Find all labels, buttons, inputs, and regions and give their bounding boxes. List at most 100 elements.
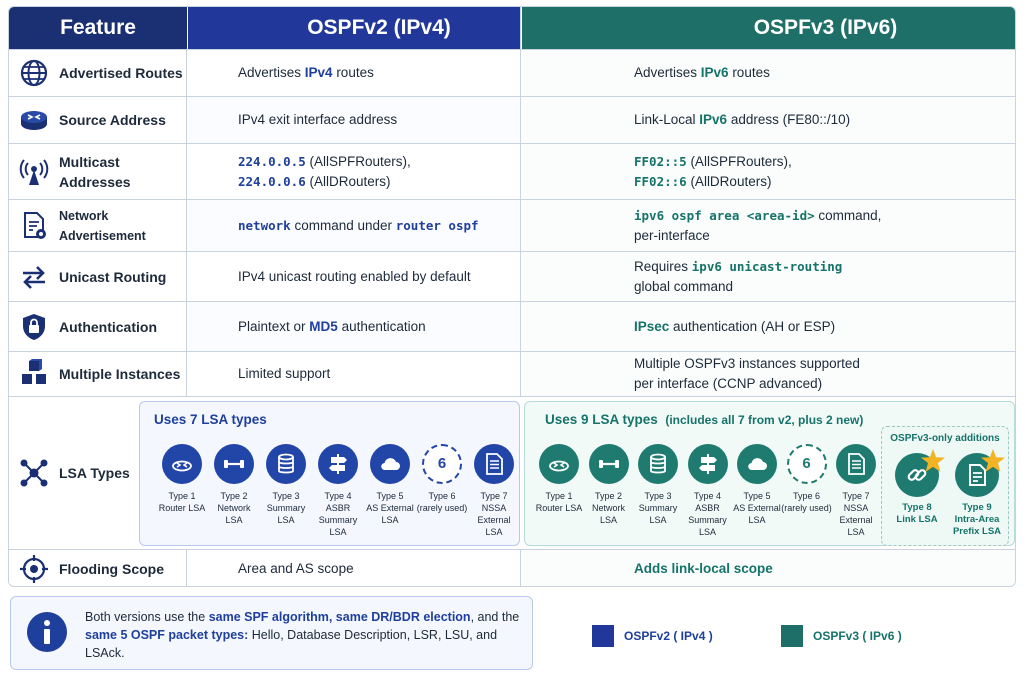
lsa-type-4: Type 4 ASBR Summary LSA bbox=[312, 444, 364, 538]
row-source-address: Source Address IPv4 exit interface addre… bbox=[9, 96, 1015, 143]
v2-value: Limited support bbox=[238, 366, 331, 381]
lsa-type-2: Type 2 Network LSA bbox=[208, 444, 260, 526]
v3-value: Adds link-local scope bbox=[634, 561, 773, 576]
lsa-type-label: Type 3 bbox=[644, 491, 672, 501]
lsa-type-description: Summary LSA bbox=[266, 503, 306, 525]
lsa-type-7: Type 7 NSSA External LSA bbox=[830, 444, 882, 538]
lsa-type-3: Type 3 Summary LSA bbox=[260, 444, 312, 526]
header-feature: Feature bbox=[9, 7, 187, 49]
lsa-type-description: Network LSA bbox=[591, 503, 625, 525]
lsa-type-description: Router LSA bbox=[158, 503, 206, 513]
lsa-v3-panel: Uses 9 LSA types (includes all 7 from v2… bbox=[524, 401, 1015, 546]
row-network-advertisement: Network Advertisement network command un… bbox=[9, 199, 1015, 251]
router-icon bbox=[19, 105, 49, 135]
lsa-type-8: Type 8 Link LSA bbox=[888, 449, 946, 526]
lsa-type-1: Type 1 Router LSA bbox=[156, 444, 208, 514]
lsa-type-description: Summary LSA bbox=[638, 503, 678, 525]
v3-value: FF02::5 (AllSPFRouters), FF02::6 (AllDRo… bbox=[634, 153, 792, 189]
v2-value: IPv4 exit interface address bbox=[238, 112, 398, 127]
info-note: Both versions use the same SPF algorithm… bbox=[10, 596, 533, 670]
network-link-icon bbox=[588, 444, 629, 484]
document-icon bbox=[955, 449, 1005, 497]
lsa-type-description: NSSA External LSA bbox=[477, 503, 511, 537]
v3-value: IPsec authentication (AH or ESP) bbox=[634, 318, 836, 334]
comparison-table: Feature OSPFv2 (IPv4) OSPFv3 (IPv6) Adve… bbox=[8, 6, 1016, 587]
feature-label: Advertised Routes bbox=[59, 65, 183, 81]
router-icon bbox=[162, 444, 202, 484]
database-icon bbox=[266, 444, 306, 484]
feature-label: Authentication bbox=[59, 318, 157, 335]
star-icon bbox=[921, 449, 945, 472]
legend-swatch bbox=[592, 625, 614, 647]
lsa-type-description: (rarely used) bbox=[416, 503, 468, 513]
row-multicast-addresses: Multicast Addresses 224.0.0.5 (AllSPFRou… bbox=[9, 143, 1015, 199]
lsa-type-label: Type 6 bbox=[792, 491, 821, 501]
lsa-type-label: Type 7 bbox=[842, 491, 870, 501]
info-text: Both versions use the same SPF algorithm… bbox=[85, 610, 520, 660]
number-six-icon: 6 bbox=[422, 444, 462, 484]
row-unicast-routing: Unicast Routing IPv4 unicast routing ena… bbox=[9, 251, 1015, 301]
lsa-v2-panel: Uses 7 LSA types Type 1 Router LSA Type 2 N… bbox=[139, 401, 520, 546]
lsa-type-3: Type 3 Summary LSA bbox=[632, 444, 684, 526]
v3-value: Multiple OSPFv3 instances supported per … bbox=[634, 356, 860, 391]
lsa-type-label: Type 7 bbox=[480, 491, 508, 501]
list-document-icon bbox=[836, 444, 876, 484]
lsa-type-label: Type 1 bbox=[545, 491, 573, 501]
lsa-type-5: Type 5 AS External LSA bbox=[731, 444, 783, 526]
arrows-icon bbox=[19, 262, 49, 292]
v3-value: Advertises IPv6 routes bbox=[634, 65, 770, 80]
v3-value: Link-Local IPv6 address (FE80::/10) bbox=[634, 112, 851, 127]
shield-lock-icon bbox=[19, 312, 49, 342]
lsa-type-5: Type 5 AS External LSA bbox=[364, 444, 416, 526]
lsa-type-description: AS External LSA bbox=[733, 503, 781, 525]
v2-value: Area and AS scope bbox=[238, 561, 354, 576]
lsa-type-description: NSSA External LSA bbox=[839, 503, 873, 537]
lsa-type-2: Type 2 Network LSA bbox=[583, 444, 635, 526]
lsa-type-description: ASBR Summary LSA bbox=[318, 503, 358, 537]
legend-ospfv2: OSPFv2 ( IPv4 ) bbox=[592, 625, 713, 647]
feature-label: Source Address bbox=[59, 112, 166, 128]
v2-value: IPv4 unicast routing enabled by default bbox=[238, 268, 471, 284]
lsa-v2-title: Uses 7 LSA types bbox=[154, 412, 267, 427]
info-icon bbox=[27, 612, 67, 652]
legend-swatch bbox=[781, 625, 803, 647]
feature-label: Flooding Scope bbox=[59, 561, 164, 577]
lsa-type-7: Type 7 NSSA External LSA bbox=[468, 444, 520, 538]
lsa-type-1: Type 1 Router LSA bbox=[533, 444, 585, 514]
lsa-type-label: Type 5 bbox=[743, 491, 771, 501]
database-icon bbox=[638, 444, 678, 484]
lsa-type-description: ASBR Summary LSA bbox=[688, 503, 727, 537]
row-lsa-types: LSA Types Uses 7 LSA types Type 1 Router … bbox=[9, 396, 1015, 549]
lsa-type-label: Type 4 bbox=[693, 491, 722, 501]
router-icon bbox=[539, 444, 579, 484]
v2-value: network command under router ospf bbox=[238, 217, 479, 233]
lsa-type-label: Type 4 bbox=[324, 491, 352, 501]
additions-title: OSPFv3-only additions bbox=[890, 433, 1000, 444]
lsa-type-description: Network LSA bbox=[217, 503, 251, 525]
v2-value: Advertises IPv4 routes bbox=[238, 65, 374, 80]
feature-label: Multicast Addresses bbox=[59, 153, 131, 190]
feature-label: LSA Types bbox=[59, 465, 130, 481]
lsa-v3-title: Uses 9 LSA types (includes all 7 from v2… bbox=[545, 412, 864, 427]
feature-label: Multiple Instances bbox=[59, 366, 181, 382]
header-ospfv3: OSPFv3 (IPv6) bbox=[522, 7, 1015, 49]
target-icon bbox=[19, 554, 49, 584]
lsa-type-description: AS External LSA bbox=[366, 503, 414, 525]
lsa-type-description: Router LSA bbox=[535, 503, 583, 513]
lsa-type-label: Type 3 bbox=[272, 491, 300, 501]
cubes-icon bbox=[19, 359, 49, 389]
lsa-type-label: Type 2 bbox=[220, 491, 248, 501]
row-flooding-scope: Flooding Scope Area and AS scope Adds li… bbox=[9, 549, 1015, 586]
document-gear-icon bbox=[19, 211, 49, 241]
legend-ospfv3: OSPFv3 ( IPv6 ) bbox=[781, 625, 902, 647]
lsa-type-6: 6 Type 6 (rarely used) bbox=[781, 444, 833, 514]
antenna-icon bbox=[19, 157, 49, 187]
network-nodes-icon bbox=[19, 458, 49, 488]
network-link-icon bbox=[214, 444, 254, 484]
lsa-type-6: 6 Type 6 (rarely used) bbox=[416, 444, 468, 514]
header-ospfv2: OSPFv2 (IPv4) bbox=[188, 7, 521, 49]
lsa-type-label: Type 5 bbox=[376, 491, 404, 501]
cloud-icon bbox=[370, 444, 410, 484]
ospfv3-additions-box: OSPFv3-only additions Type 8 Link LSA Ty… bbox=[881, 426, 1009, 546]
lsa-type-label: Type 1 bbox=[168, 491, 196, 501]
